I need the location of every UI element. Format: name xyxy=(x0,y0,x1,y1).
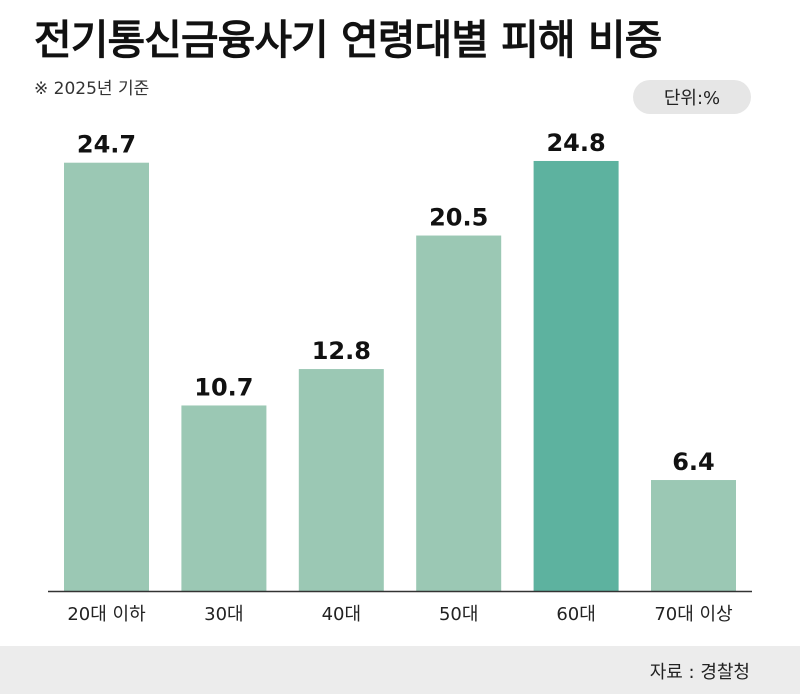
category-label-6: 70대 이상 xyxy=(654,604,732,625)
unit-badge: 단위:% xyxy=(633,80,751,114)
bar-2 xyxy=(181,405,267,591)
value-label-4: 20.5 xyxy=(429,204,488,232)
category-label-2: 30대 xyxy=(204,604,243,625)
value-label-6: 6.4 xyxy=(672,448,715,476)
bar-5 xyxy=(533,160,619,591)
footer-bar: 자료 : 경찰청 xyxy=(0,646,800,694)
source-label: 자료 : 경찰청 xyxy=(649,662,750,683)
category-label-1: 20대 이하 xyxy=(67,604,146,625)
chart-title: 전기통신금융사기 연령대별 피해 비중 xyxy=(34,16,662,64)
category-label-3: 40대 xyxy=(322,604,361,625)
bar-3 xyxy=(298,369,384,591)
bar-1 xyxy=(64,162,149,591)
bar-6 xyxy=(651,480,736,591)
value-label-1: 24.7 xyxy=(77,131,136,159)
bar-4 xyxy=(416,235,502,591)
category-label-4: 50대 xyxy=(439,604,478,625)
category-label-5: 60대 xyxy=(556,604,595,625)
value-label-3: 12.8 xyxy=(312,337,371,365)
chart-note: ※ 2025년 기준 xyxy=(34,79,150,99)
value-label-5: 24.8 xyxy=(546,129,605,157)
value-label-2: 10.7 xyxy=(194,373,253,401)
unit-label: 단위:% xyxy=(663,88,721,109)
